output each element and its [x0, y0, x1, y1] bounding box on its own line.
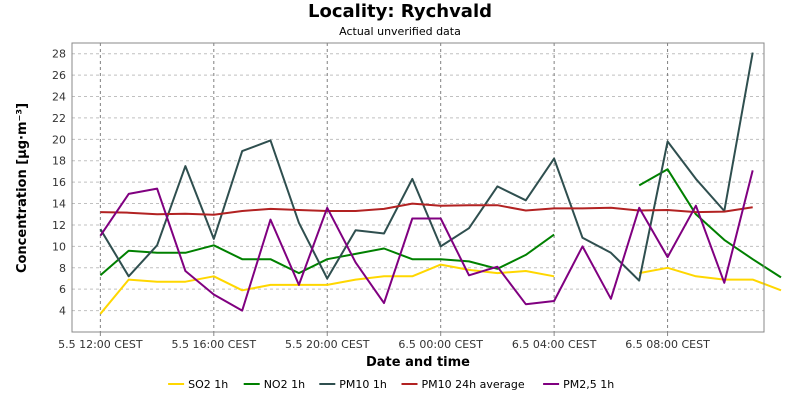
y-tick-label: 14 — [52, 198, 66, 211]
x-tick-label: 6.5 00:00 CEST — [398, 338, 483, 351]
legend: SO2 1h NO2 1h PM10 1h PM10 24h average PM2,5… — [168, 378, 614, 391]
x-tick-label: 6.5 08:00 CEST — [625, 338, 710, 351]
y-tick-label: 16 — [52, 176, 66, 189]
y-tick-label: 24 — [52, 91, 66, 104]
series-line-so2-1h — [99, 263, 555, 315]
y-tick-labels: 4 6 8 10 12 14 16 18 20 22 24 26 28 — [52, 48, 66, 318]
y-tick-label: 6 — [59, 283, 66, 296]
y-tick-label: 4 — [59, 305, 66, 318]
x-tick-label: 5.5 12:00 CEST — [58, 338, 143, 351]
y-tick-label: 26 — [52, 69, 66, 82]
legend-label-pm10-1h: PM10 1h — [339, 378, 387, 391]
y-tick-label: 20 — [52, 133, 66, 146]
legend-label-so2-1h: SO2 1h — [188, 378, 228, 391]
legend-label-pm2-5-1h: PM2,5 1h — [563, 378, 614, 391]
grid-layer — [72, 43, 764, 332]
x-tick-label: 5.5 20:00 CEST — [285, 338, 370, 351]
y-tick-label: 8 — [59, 262, 66, 275]
y-axis-label: Concentration [µg·m⁻³] — [15, 103, 30, 273]
series-line-pm2-5-1h — [99, 170, 754, 312]
y-tick-label: 22 — [52, 112, 66, 125]
y-tick-label: 18 — [52, 155, 66, 168]
series-layer — [99, 52, 782, 315]
x-tick-labels: 5.5 12:00 CEST 5.5 16:00 CEST 5.5 20:00 CE… — [58, 332, 710, 351]
plot-frame — [71, 42, 765, 333]
y-tick-label: 12 — [52, 219, 66, 232]
x-tick-label: 6.5 04:00 CEST — [512, 338, 597, 351]
series-line-pm10-24h-average — [100, 202, 753, 216]
chart-subtitle: Actual unverified data — [339, 25, 461, 38]
series-line-no2-1h — [638, 168, 782, 279]
x-axis-label: Date and time — [366, 355, 470, 370]
y-tick-label: 28 — [52, 48, 66, 61]
series-line-so2-1h — [639, 266, 782, 292]
legend-label-no2-1h: NO2 1h — [264, 378, 305, 391]
x-tick-label: 5.5 16:00 CEST — [172, 338, 257, 351]
series-line-pm10-1h — [99, 52, 754, 282]
chart-title: Locality: Rychvald — [308, 1, 492, 22]
series-line-no2-1h — [99, 233, 555, 277]
y-tick-label: 10 — [52, 240, 66, 253]
legend-label-pm10-24h-average: PM10 24h average — [422, 378, 525, 391]
